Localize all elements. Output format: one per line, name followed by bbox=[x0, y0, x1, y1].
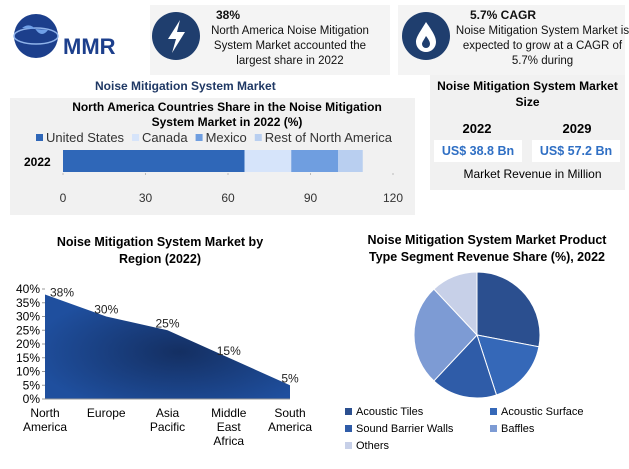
panel-title: Noise Mitigation System Market Size bbox=[437, 79, 618, 109]
legend-swatch bbox=[132, 134, 140, 141]
pie-chart: Noise Mitigation System Market Product Ty… bbox=[345, 233, 608, 452]
y-tick-label: 5% bbox=[23, 378, 41, 392]
pie-slice bbox=[413, 288, 478, 382]
legend-swatch bbox=[36, 134, 43, 141]
pie-slice bbox=[476, 334, 540, 396]
x-tick-label: 120 bbox=[383, 191, 403, 205]
pie-slice bbox=[433, 334, 498, 399]
bar-segment bbox=[338, 150, 363, 172]
legend-swatch bbox=[195, 134, 203, 141]
chart-title: North America Countries Share in the Noi… bbox=[72, 100, 382, 129]
x-tick-label: 60 bbox=[221, 191, 235, 205]
y-tick-label: 15% bbox=[16, 351, 40, 365]
data-label: 38% bbox=[50, 286, 74, 300]
legend-label: Mexico bbox=[206, 130, 247, 145]
highlight-value: 5.7% CAGR bbox=[470, 8, 537, 22]
pie-slice bbox=[476, 271, 541, 348]
y-tick-label: 40% bbox=[16, 282, 40, 296]
data-label: 15% bbox=[217, 344, 241, 358]
y-tick-label: 35% bbox=[16, 296, 40, 310]
area-chart: Noise Mitigation System Market by Region … bbox=[16, 235, 312, 448]
x-tick-label: Europe bbox=[87, 406, 126, 420]
x-tick-label: Asia Pacific bbox=[150, 406, 185, 434]
legend-swatch bbox=[345, 442, 352, 449]
x-tick-label: 0 bbox=[60, 191, 67, 205]
legend-label: Acoustic Surface bbox=[501, 406, 584, 418]
year: 2029 bbox=[562, 121, 592, 136]
y-tick-label: 10% bbox=[16, 365, 40, 379]
highlight-text: Noise Mitigation System Market is expect… bbox=[455, 25, 629, 67]
bar-segment bbox=[291, 150, 338, 172]
legend-swatch bbox=[490, 408, 497, 415]
data-label: 25% bbox=[155, 316, 179, 330]
data-label: 5% bbox=[281, 371, 299, 385]
legend-label: Acoustic Tiles bbox=[356, 406, 424, 418]
area bbox=[45, 294, 290, 399]
logo: MMR bbox=[13, 14, 116, 59]
x-tick-label: 30 bbox=[139, 191, 153, 205]
data-label: 30% bbox=[94, 303, 118, 317]
legend-swatch bbox=[490, 425, 497, 432]
y-tick-label: 2022 bbox=[24, 155, 51, 169]
legend-swatch bbox=[345, 425, 352, 432]
bar-segment bbox=[244, 150, 292, 172]
chart-title: Noise Mitigation System Market Product Ty… bbox=[368, 233, 608, 264]
icon bbox=[152, 12, 200, 60]
highlight-text: North America Noise Mitigation System Ma… bbox=[211, 25, 369, 67]
icon bbox=[402, 12, 450, 60]
highlight-value: 38% bbox=[216, 8, 241, 22]
y-tick-label: 20% bbox=[16, 337, 40, 351]
x-tick-label: South America bbox=[268, 406, 312, 434]
legend-label: Sound Barrier Walls bbox=[356, 423, 454, 435]
y-tick-label: 30% bbox=[16, 310, 40, 324]
section-header: Noise Mitigation System Market bbox=[95, 79, 276, 93]
note: Market Revenue in Million bbox=[463, 167, 602, 181]
legend-label: Rest of North America bbox=[265, 130, 393, 145]
logo-text: MMR bbox=[63, 34, 116, 59]
legend-label: Canada bbox=[142, 130, 188, 145]
y-tick-label: 0% bbox=[23, 392, 41, 406]
bar-segment bbox=[63, 150, 245, 172]
legend-label: United States bbox=[46, 130, 125, 145]
x-tick-label: North America bbox=[23, 406, 67, 434]
year: 2022 bbox=[462, 121, 492, 136]
y-tick-label: 25% bbox=[16, 323, 40, 337]
chart-title: Noise Mitigation System Market by Region … bbox=[57, 235, 263, 266]
legend-swatch bbox=[254, 134, 262, 141]
legend-swatch bbox=[345, 408, 352, 415]
market-value: US$ 57.2 Bn bbox=[532, 140, 620, 162]
legend-label: Baffles bbox=[501, 423, 535, 435]
stacked-bar-chart: North America Countries Share in the Noi… bbox=[24, 100, 403, 205]
market-value: US$ 38.8 Bn bbox=[434, 140, 522, 162]
legend-label: Others bbox=[356, 440, 390, 452]
pie-slice bbox=[433, 271, 478, 337]
x-tick-label: 90 bbox=[304, 191, 318, 205]
x-tick-label: Middle East Africa bbox=[211, 406, 247, 448]
panel bbox=[430, 75, 625, 190]
